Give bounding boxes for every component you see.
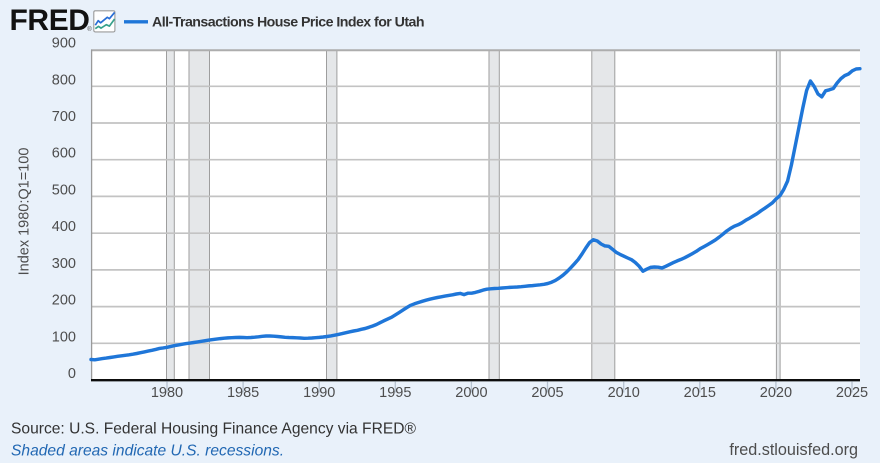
svg-text:FRED: FRED — [10, 4, 90, 37]
svg-text:900: 900 — [52, 36, 76, 52]
svg-text:All-Transactions House Price I: All-Transactions House Price Index for U… — [152, 15, 424, 31]
svg-text:1985: 1985 — [227, 385, 259, 401]
svg-text:2000: 2000 — [455, 385, 487, 401]
svg-text:1995: 1995 — [379, 385, 411, 401]
svg-text:800: 800 — [52, 72, 76, 88]
svg-text:2005: 2005 — [531, 385, 563, 401]
svg-text:700: 700 — [52, 109, 76, 125]
svg-text:®: ® — [87, 26, 92, 33]
svg-text:fred.stlouisfed.org: fred.stlouisfed.org — [729, 441, 858, 459]
svg-text:2025: 2025 — [836, 385, 868, 401]
svg-text:200: 200 — [52, 293, 76, 309]
svg-text:500: 500 — [52, 182, 76, 198]
svg-text:Source: U.S. Federal Housing F: Source: U.S. Federal Housing Finance Age… — [11, 421, 416, 438]
svg-text:2010: 2010 — [608, 385, 640, 401]
svg-text:100: 100 — [52, 329, 76, 345]
svg-text:2015: 2015 — [684, 385, 716, 401]
svg-text:Shaded areas indicate U.S. rec: Shaded areas indicate U.S. recessions. — [11, 443, 284, 460]
svg-text:300: 300 — [52, 256, 76, 272]
svg-text:600: 600 — [52, 146, 76, 162]
svg-text:2020: 2020 — [760, 385, 792, 401]
svg-text:1980: 1980 — [151, 385, 183, 401]
svg-text:Index 1980:Q1=100: Index 1980:Q1=100 — [17, 148, 33, 276]
svg-text:1990: 1990 — [303, 385, 335, 401]
svg-text:0: 0 — [68, 366, 76, 382]
svg-text:400: 400 — [52, 219, 76, 235]
